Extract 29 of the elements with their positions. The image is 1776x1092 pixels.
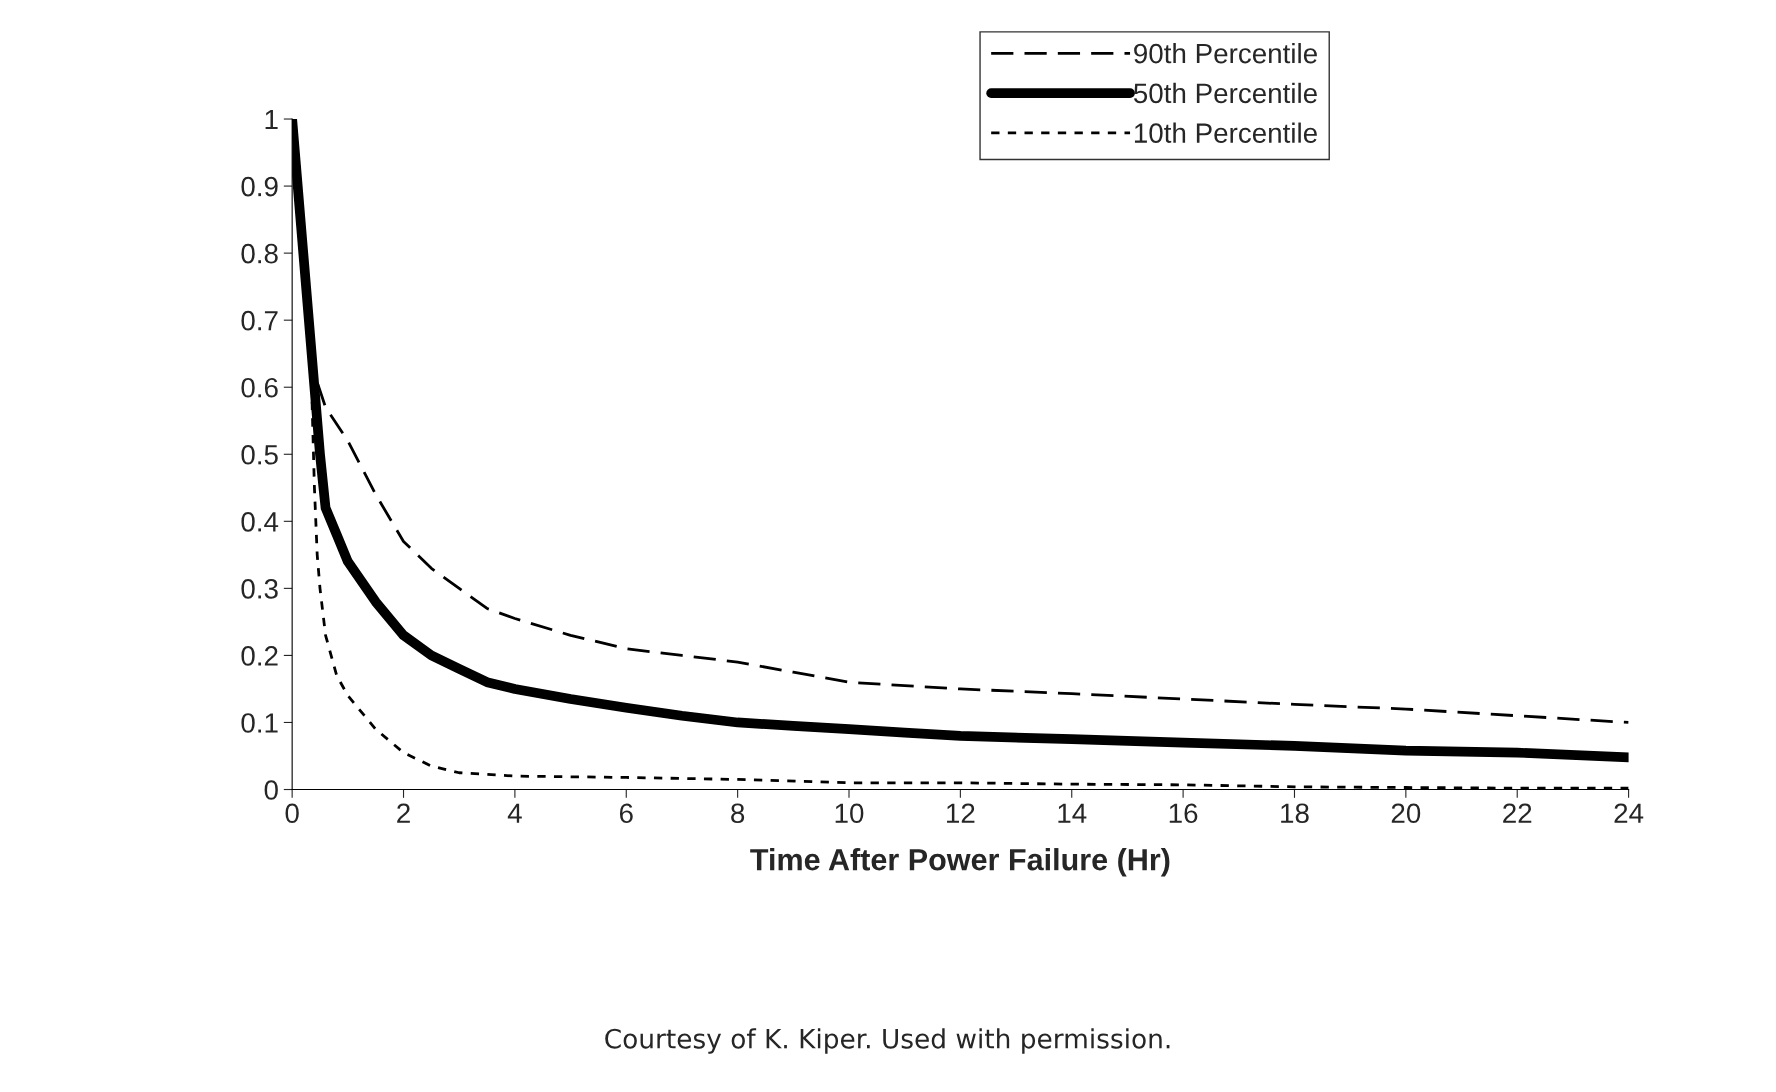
x-tick-label: 10	[835, 803, 864, 824]
x-tick-label: 6	[619, 803, 633, 824]
y-tick-label: 0.6	[241, 377, 278, 398]
y-tick-label: 0.8	[241, 243, 278, 264]
x-tick-label: 18	[1281, 803, 1309, 824]
x-tick-label: 2	[397, 803, 410, 823]
x-axis-title: Time After Power Failure (Hr)	[750, 848, 1170, 877]
x-tick-label: 4	[507, 803, 522, 823]
x-tick-label: 8	[731, 803, 745, 824]
x-tick-label: 24	[1614, 803, 1644, 823]
x-tick-label: 16	[1169, 803, 1198, 824]
x-tick-label: 12	[947, 803, 975, 823]
legend-label: 90th Percentile	[1134, 42, 1317, 64]
x-tick-label: 0	[285, 803, 299, 824]
legend-label: 10th Percentile	[1134, 122, 1317, 143]
y-tick-label: 0.2	[241, 646, 278, 666]
y-tick-label: 0.4	[241, 511, 279, 532]
y-tick-label: 1	[265, 109, 278, 130]
x-tick-label: 22	[1503, 803, 1532, 823]
text: Courtesy of K. Kiper. Used with permission.	[605, 1028, 1170, 1054]
x-tick-label: 14	[1058, 803, 1087, 823]
legend-label: 50th Percentile	[1133, 82, 1317, 104]
y-tick-label: 0.3	[241, 579, 278, 599]
y-tick-label: 0.7	[241, 310, 278, 331]
y-tick-label: 0.1	[241, 713, 278, 733]
x-tick-label: 20	[1391, 803, 1421, 824]
y-tick-label: 0	[264, 780, 278, 800]
y-tick-label: 0.5	[241, 444, 278, 465]
y-tick-label: 0.9	[241, 176, 278, 197]
